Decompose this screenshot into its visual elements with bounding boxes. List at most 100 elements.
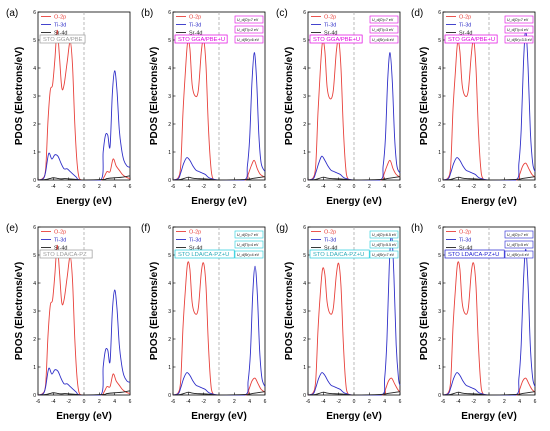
y-tick-label: 1 — [168, 365, 171, 371]
y-tick-label: 0 — [303, 393, 306, 399]
u-value-box — [369, 250, 399, 259]
u-value-label: U_d(O)=7 eV — [237, 18, 259, 22]
panel-a: (a) PDOS (Electrons/eV) Energy (eV) -6 -4 -2 0… — [6, 8, 132, 207]
y-tick-label: 3 — [438, 309, 441, 315]
method-label-box — [39, 34, 86, 44]
u-value-label: U_d(Sr)=7 eV — [372, 253, 395, 257]
x-tick-label: 4 — [113, 399, 116, 405]
u-value-label: U_d(Sr)=4 eV — [507, 253, 530, 257]
y-tick-label: 2 — [438, 122, 441, 128]
y-tick-label: 5 — [303, 253, 306, 259]
y-tick-label: 3 — [33, 94, 36, 100]
u-value-label: U_d(Ti)=3 eV — [372, 28, 394, 32]
y-tick-label: 2 — [168, 337, 171, 343]
series-sr-4d-line — [442, 391, 536, 396]
method-label: STO LDA/CA-PZ+U — [448, 252, 499, 258]
x-tick-label: -4 — [456, 399, 461, 405]
u-value-box — [234, 15, 264, 24]
legend-label: Ti-3d — [54, 238, 66, 244]
y-tick-label: 4 — [438, 66, 441, 72]
u-value-box — [234, 250, 264, 259]
y-axis-label: PDOS (Electrons/eV) — [419, 47, 430, 145]
method-label-box — [174, 249, 235, 259]
method-label-box — [309, 249, 370, 259]
y-tick-label: 5 — [303, 38, 306, 44]
x-tick-label: 4 — [383, 184, 386, 190]
legend-label: O-2p — [189, 15, 201, 21]
u-value-label: U_d(O)=7 eV — [237, 233, 259, 237]
x-tick-label: 2 — [368, 184, 371, 190]
y-tick-label: 4 — [168, 66, 171, 72]
x-tick-label: 0 — [488, 399, 491, 405]
x-tick-label: 0 — [488, 184, 491, 190]
x-tick-label: 4 — [248, 399, 251, 405]
y-tick-label: 4 — [438, 281, 441, 287]
x-tick-label: -2 — [336, 184, 341, 190]
y-tick-label: 6 — [33, 10, 36, 16]
y-tick-label: 1 — [168, 150, 171, 156]
series-ti-3d-line — [172, 265, 266, 396]
y-tick-label: 4 — [303, 281, 306, 287]
u-value-box — [369, 15, 399, 24]
y-tick-label: 1 — [303, 150, 306, 156]
u-value-box — [369, 35, 399, 44]
y-tick-label: 5 — [168, 38, 171, 44]
legend-label: Ti-3d — [54, 23, 66, 29]
legend-label: Ti-3d — [189, 238, 201, 244]
u-value-label: U_d(Sr)=6 eV — [372, 38, 395, 42]
y-tick-label: 2 — [303, 122, 306, 128]
x-tick-label: 2 — [233, 399, 236, 405]
series-o-2p-line — [37, 29, 131, 181]
x-axis-label: Energy (eV) — [191, 411, 247, 422]
y-tick-label: 1 — [33, 150, 36, 156]
x-tick-label: 0 — [83, 399, 86, 405]
x-tick-label: -6 — [171, 399, 176, 405]
u-value-box — [504, 230, 534, 239]
panel-c: (c) PDOS (Electrons/eV) Energy (eV) -6 -4 -2 0… — [276, 8, 402, 207]
legend-label: Sr-4d — [324, 246, 337, 252]
x-axis-label: Energy (eV) — [461, 411, 517, 422]
x-tick-label: 2 — [233, 184, 236, 190]
y-tick-label: 4 — [168, 281, 171, 287]
u-value-label: U_d(Sr)=3.5 eV — [507, 38, 533, 42]
legend-label: Sr-4d — [459, 31, 472, 37]
x-tick-label: 6 — [129, 184, 132, 190]
method-label: STO LDA/CA-PZ — [43, 252, 87, 258]
x-tick-label: 4 — [113, 184, 116, 190]
series-o-2p-line — [442, 39, 536, 181]
x-tick-label: 4 — [518, 399, 521, 405]
y-tick-label: 5 — [33, 253, 36, 259]
u-value-label: U_d(Ti)=2 eV — [237, 28, 259, 32]
u-value-box — [504, 250, 534, 259]
u-value-label: U_d(O)=7 eV — [372, 18, 394, 22]
y-tick-label: 6 — [168, 10, 171, 16]
legend-label: Ti-3d — [324, 23, 336, 29]
u-value-box — [234, 25, 264, 34]
u-value-label: U_d(Ti)=5.5 eV — [372, 243, 397, 247]
y-tick-label: 3 — [303, 309, 306, 315]
y-tick-label: 2 — [33, 337, 36, 343]
x-tick-label: 4 — [518, 184, 521, 190]
u-value-label: U_d(Sr)=4 eV — [237, 253, 260, 257]
method-label: STO GGA/PBE+U — [178, 37, 225, 43]
panel-letter: (d) — [411, 8, 423, 19]
method-label: STO GGA/PBE+U — [448, 37, 495, 43]
y-tick-label: 4 — [33, 281, 36, 287]
y-tick-label: 0 — [33, 393, 36, 399]
y-tick-label: 0 — [33, 178, 36, 184]
y-tick-label: 6 — [168, 225, 171, 231]
y-tick-label: 3 — [168, 94, 171, 100]
y-tick-label: 3 — [438, 94, 441, 100]
series-o-2p-line — [172, 261, 266, 396]
panel-letter: (b) — [141, 8, 153, 19]
series-sr-4d-line — [307, 391, 401, 396]
method-label: STO GGA/PBE+U — [313, 37, 360, 43]
x-tick-label: -4 — [456, 184, 461, 190]
x-axis-label: Energy (eV) — [56, 411, 112, 422]
legend-label: Ti-3d — [459, 23, 471, 29]
y-tick-label: 2 — [438, 337, 441, 343]
y-tick-label: 1 — [438, 365, 441, 371]
x-tick-label: 6 — [534, 399, 537, 405]
x-tick-label: 0 — [218, 184, 221, 190]
